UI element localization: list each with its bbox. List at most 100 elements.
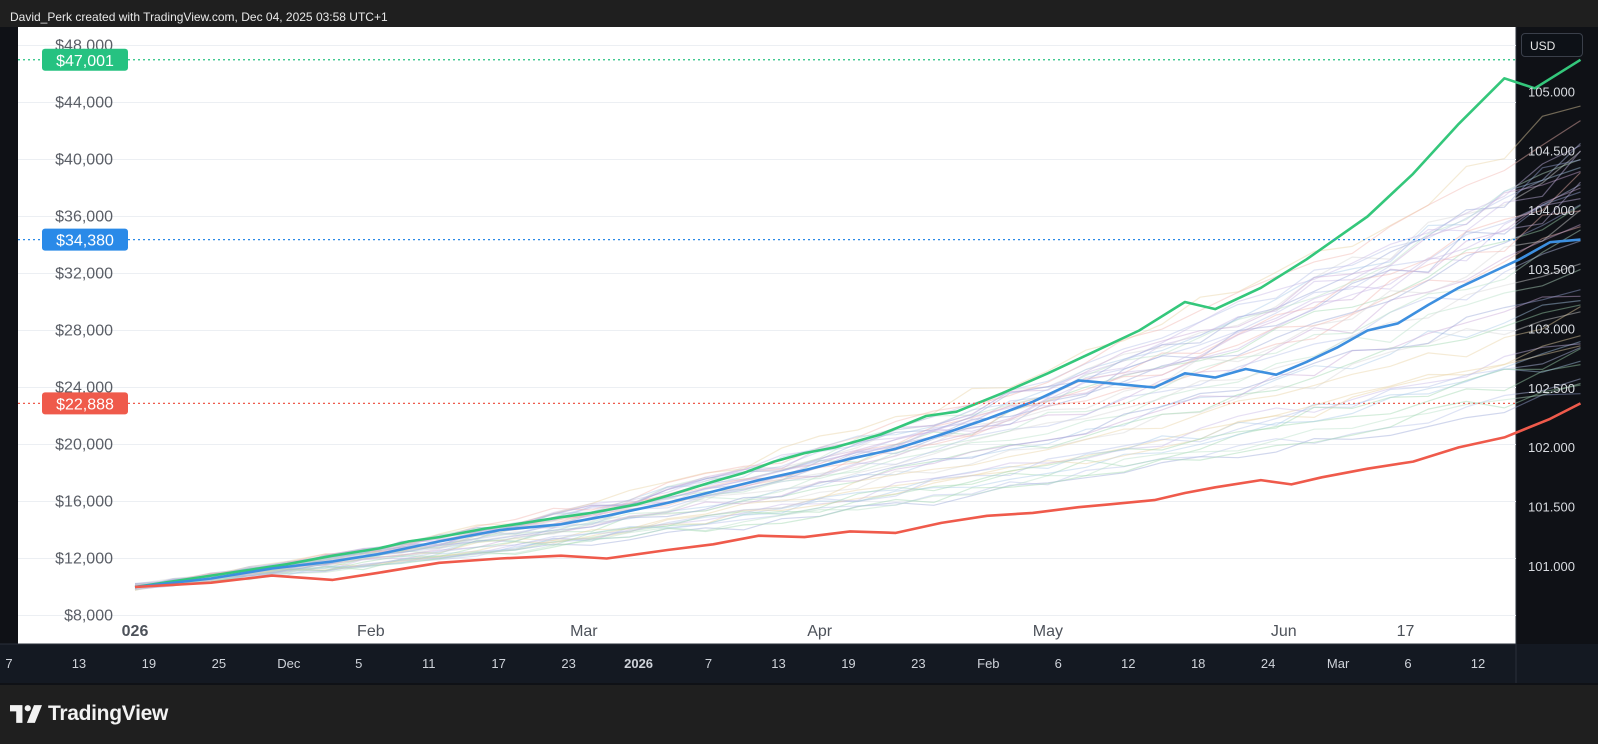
right-axis-tick-label: 104.000 [1528,203,1575,218]
simulation-path [134,204,1581,587]
simulation-path [134,209,1581,590]
left-axis-tick-label: $24,000 [55,380,113,397]
simulation-path [134,348,1581,589]
simulation-path [134,184,1581,586]
marker-label: $34,380 [56,233,114,250]
month-tick-label: Feb [357,623,385,640]
marker-label-bg [42,228,128,251]
series-line [134,402,1582,589]
time-axis-bar [0,644,1598,683]
right-axis-tick-label: 105.000 [1528,84,1575,99]
month-tick-label: Apr [807,623,833,640]
left-axis-tick-label: $32,000 [55,266,113,283]
left-axis-tick-label: $36,000 [55,209,113,226]
marker-label: $22,888 [56,396,114,413]
time-scale-tick-label: Feb [977,656,999,671]
chart-svg: $8,000 $12,000 $16,000 $20,000 $24,000 $28,00… [0,27,1598,685]
logo-text: TradingView [48,702,169,725]
left-axis-tick-label: $8,000 [64,608,113,625]
chart-frame: $8,000 $12,000 $16,000 $20,000 $24,000 $28,00… [0,27,1598,685]
tradingview-logo: TradingView [10,702,168,726]
simulation-path [134,144,1581,586]
simulation-path [134,300,1581,591]
marker-label-bg [42,48,128,71]
time-scale-tick-label: 2026 [624,656,653,671]
simulation-path [134,120,1581,586]
right-axis-tick-label: 103.000 [1528,322,1575,337]
time-scale-tick-label: Mar [1327,656,1350,671]
left-price-axis: $8,000 $12,000 $16,000 $20,000 $24,000 $28,00… [55,38,113,625]
marker-label: $47,001 [56,53,114,70]
time-scale-tick-label: Dec [277,656,301,671]
month-tick-label: 026 [122,623,149,640]
simulation-path [134,204,1581,587]
series-line [134,58,1582,589]
series-line [134,238,1581,589]
simulation-path [134,335,1581,591]
time-scale-tick-label: 12 [1471,656,1485,671]
simulation-path [134,306,1581,591]
time-scale-tick-label: 18 [1191,656,1205,671]
left-axis-tick-label: $16,000 [55,494,113,511]
time-scale-tick-label: 6 [1055,656,1062,671]
simulation-path [134,142,1581,588]
right-axis-tick-label: 102.000 [1528,440,1575,455]
time-scale-tick-label: 7 [5,656,12,671]
time-scale-tick-label: 13 [72,656,86,671]
simulation-path [134,210,1581,587]
simulation-path [134,341,1581,586]
simulation-path [134,229,1581,588]
simulation-path [134,382,1581,586]
time-scale-tick-label: 5 [355,656,362,671]
time-scale-tick-label: 13 [771,656,785,671]
left-axis-tick-label: $20,000 [55,437,113,454]
simulation-path [134,304,1581,590]
time-scale-tick-label: 11 [422,656,436,671]
tradingview-logo-icon [10,705,42,723]
marker-label-bg [42,392,128,415]
marker-labels: $47,001 $34,380 $22,888 [42,48,128,415]
right-axis-tick-label: 101.500 [1528,500,1575,515]
plot-area [18,27,1516,644]
simulation-path [134,378,1581,590]
currency-button[interactable]: USD [1521,33,1583,57]
attribution-text: David_Perk created with TradingView.com,… [10,10,388,24]
simulation-path [134,295,1581,588]
month-tick-label: May [1033,623,1063,640]
left-axis-tick-label: $40,000 [55,152,113,169]
time-scale-tick-label: 24 [1261,656,1275,671]
right-axis-tick-label: 103.500 [1528,262,1575,277]
background-simulation-paths [134,105,1581,591]
simulation-path [134,346,1581,586]
simulation-path [134,360,1581,588]
simulation-path [134,158,1581,591]
left-axis-tick-label: $44,000 [55,95,113,112]
time-scale-tick-label: 23 [911,656,925,671]
simulation-path [134,105,1581,588]
time-scale-axis: 7 13 19 25 Dec 5 11 17 23 2026 7 13 19 23 Feb 6 12 18 24 Ma… [5,656,1485,671]
time-scale-tick-label: 19 [142,656,156,671]
month-axis: 026 Feb Mar Apr May Jun 17 [122,623,1415,640]
right-axis-tick-label: 101.000 [1528,559,1575,574]
simulation-path [134,384,1581,587]
month-tick-label: Jun [1271,623,1297,640]
highlighted-series [134,58,1582,589]
time-scale-tick-label: 17 [491,656,505,671]
time-scale-tick-label: 12 [1121,656,1135,671]
left-axis-tick-label: $28,000 [55,323,113,340]
time-scale-tick-label: 19 [841,656,855,671]
grid-layer [18,45,1516,617]
month-tick-label: Mar [570,623,598,640]
simulation-path [134,311,1581,590]
right-price-axis: 101.000 101.500 102.000 102.500 103.000 103.5… [1528,84,1575,574]
simulation-path [134,364,1581,587]
left-axis-tick-label: $12,000 [55,551,113,568]
month-tick-label: 17 [1397,623,1415,640]
time-scale-tick-label: 23 [561,656,575,671]
time-scale-tick-label: 7 [705,656,712,671]
right-axis-tick-label: 104.500 [1528,144,1575,159]
time-scale-tick-label: 25 [212,656,226,671]
right-axis-tick-label: 102.500 [1528,381,1575,396]
simulation-path [134,393,1581,586]
time-scale-tick-label: 6 [1404,656,1411,671]
